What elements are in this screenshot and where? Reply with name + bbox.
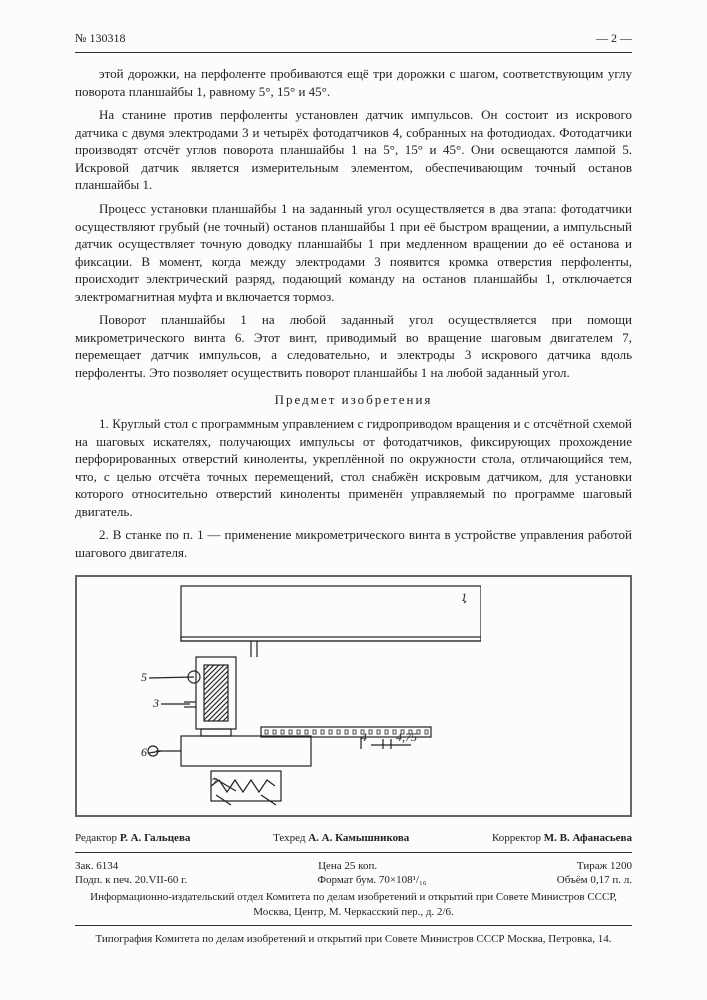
paper-format: Формат бум. 70×108¹/₁₆ [317,873,426,887]
figure-frame: 1 3 4 4,75 5 6 7 [75,575,632,817]
svg-text:4: 4 [361,730,367,744]
svg-text:6: 6 [141,745,147,759]
typography: Типография Комитета по делам изобретений… [75,932,632,946]
tirage: Тираж 1200 [577,859,632,873]
editor: Редактор Р. А. Гальцева [75,831,190,845]
paragraph: На станине против перфоленты установлен … [75,106,632,194]
corrector: Корректор М. В. Афанасьева [492,831,632,845]
volume: Объём 0,17 п. л. [557,873,632,887]
claim: 1. Круглый стол с программным управление… [75,415,632,520]
imprint-block: Редактор Р. А. Гальцева Техред А. А. Кам… [75,831,632,946]
svg-text:4,75: 4,75 [396,730,417,744]
svg-text:3: 3 [152,696,159,710]
doc-number: № 130318 [75,30,125,46]
svg-text:7: 7 [211,775,218,789]
paragraph: этой дорожки, на перфоленте пробиваются … [75,65,632,100]
publisher: Информационно-издательский отдел Комитет… [75,890,632,919]
paragraph: Поворот планшайбы 1 на любой заданный уг… [75,311,632,381]
techred: Техред А. А. Камышникова [273,831,409,845]
claim: 2. В станке по п. 1 — применение микроме… [75,526,632,561]
paragraph: Процесс установки планшайбы 1 на заданны… [75,200,632,305]
document-body: этой дорожки, на перфоленте пробиваются … [75,65,632,561]
zak-number: Зак. 6134 [75,859,118,873]
technical-drawing: 1 3 4 4,75 5 6 7 [121,581,481,811]
header-rule [75,52,632,53]
claims-title: Предмет изобретения [75,391,632,409]
svg-text:1: 1 [461,590,467,604]
page-number: — 2 — [596,30,632,46]
price: Цена 25 коп. [318,859,377,873]
sign-date: Подп. к печ. 20.VII-60 г. [75,873,187,887]
svg-text:5: 5 [141,670,147,684]
